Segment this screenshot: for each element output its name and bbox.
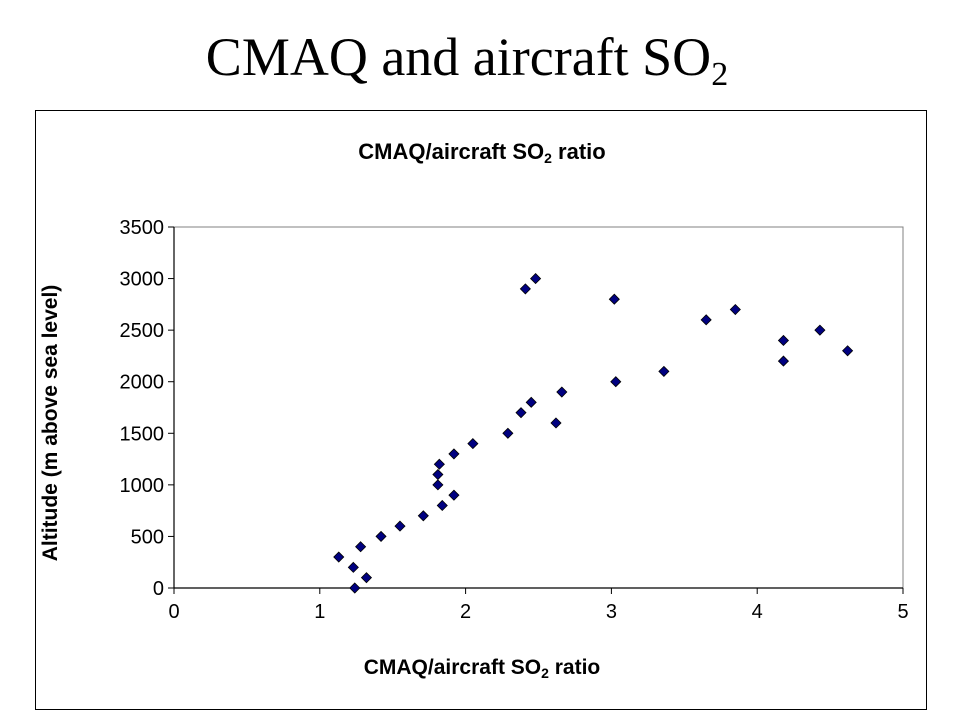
scatter-plot: 0 500 1000 1500 2000 2500 3000 3500 0 1 2 3 4 5	[120, 217, 909, 623]
data-point	[448, 489, 460, 501]
data-point	[349, 582, 361, 594]
data-point	[777, 355, 790, 367]
x-tick-label: 1	[314, 601, 325, 623]
slide-title: CMAQ and aircraft SO2	[205, 27, 729, 93]
y-tick-label: 3000	[120, 269, 165, 291]
y-axis-label: Altitude (m above sea level)	[39, 284, 62, 562]
y-tick-label: 3500	[120, 217, 165, 239]
data-point	[467, 438, 479, 450]
data-point	[777, 334, 790, 347]
x-axis-label: CMAQ/aircraft SO2 ratio	[363, 656, 601, 681]
x-tick-label: 4	[752, 601, 763, 623]
data-point	[515, 407, 527, 419]
data-point	[433, 458, 445, 470]
chart-title: CMAQ/aircraft SO2 ratio	[358, 139, 606, 166]
y-tick-label: 1500	[120, 423, 165, 445]
data-point	[360, 572, 373, 584]
x-tick-label: 2	[460, 601, 471, 623]
data-point	[658, 365, 670, 377]
data-point	[355, 541, 367, 553]
x-tick-label: 0	[168, 601, 179, 623]
data-point	[448, 448, 460, 460]
tick-labels: 0 500 1000 1500 2000 2500 3000 3500 0 1 2 3 4 5	[120, 217, 909, 623]
data-point	[608, 293, 620, 305]
data-point	[432, 468, 444, 481]
data-point	[502, 427, 514, 439]
chart-frame: CMAQ/aircraft SO2 ratio 0 500 1000 1500 2000…	[35, 110, 927, 710]
data-point	[814, 324, 826, 336]
data-points	[333, 273, 854, 594]
data-point	[700, 314, 712, 326]
x-tick-label: 5	[897, 601, 908, 623]
data-point	[519, 283, 531, 295]
data-point	[417, 510, 429, 522]
data-point	[436, 499, 448, 512]
y-tick-label: 0	[153, 578, 164, 600]
x-tick-label: 3	[606, 601, 617, 623]
y-tick-label: 1000	[120, 475, 165, 497]
data-point	[525, 396, 537, 408]
data-point	[375, 530, 387, 542]
data-point	[729, 303, 741, 316]
y-tick-label: 2500	[120, 320, 165, 342]
data-point	[842, 345, 854, 357]
plot-axes	[168, 226, 904, 594]
data-point	[333, 551, 345, 563]
data-point	[550, 417, 562, 429]
data-point	[556, 386, 568, 398]
data-point	[530, 273, 542, 285]
data-point	[347, 561, 359, 573]
y-tick-label: 2000	[120, 372, 165, 394]
data-point	[610, 376, 622, 388]
data-point	[394, 520, 406, 532]
y-tick-label: 500	[131, 526, 164, 548]
data-point	[432, 479, 444, 491]
